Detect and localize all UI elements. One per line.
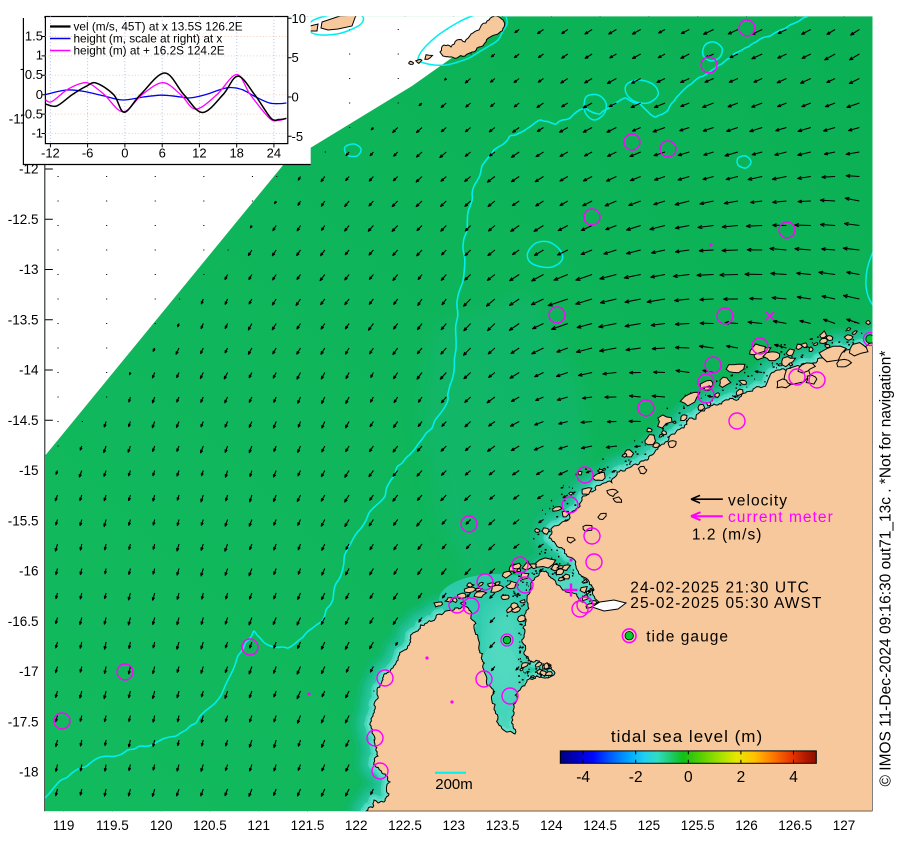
svg-text:-17: -17 xyxy=(19,664,39,679)
svg-text:-4: -4 xyxy=(576,769,590,786)
svg-text:-17.5: -17.5 xyxy=(8,715,39,730)
svg-text:4: 4 xyxy=(789,769,798,786)
svg-text:1.5: 1.5 xyxy=(25,29,43,44)
svg-text:-1: -1 xyxy=(31,126,43,141)
svg-text:24-02-2025 21:30 UTC: 24-02-2025 21:30 UTC xyxy=(630,579,810,596)
svg-text:12: 12 xyxy=(192,146,206,161)
svg-text:1: 1 xyxy=(36,48,43,63)
svg-text:-16: -16 xyxy=(19,564,39,579)
svg-text:-16.5: -16.5 xyxy=(8,614,39,629)
svg-text:0: 0 xyxy=(121,146,128,161)
svg-text:121.5: 121.5 xyxy=(291,818,325,833)
svg-text:122: 122 xyxy=(345,818,368,833)
svg-text:height (m) at + 16.2S 124.2E: height (m) at + 16.2S 124.2E xyxy=(74,44,225,58)
svg-text:6: 6 xyxy=(159,146,166,161)
svg-text:120: 120 xyxy=(150,818,173,833)
svg-text:0: 0 xyxy=(292,90,299,105)
svg-text:-2: -2 xyxy=(629,769,643,786)
svg-text:current meter: current meter xyxy=(728,509,834,526)
svg-text:125.5: 125.5 xyxy=(681,818,715,833)
svg-text:123.5: 123.5 xyxy=(486,818,520,833)
svg-text:124.5: 124.5 xyxy=(583,818,617,833)
svg-text:-13: -13 xyxy=(19,262,39,277)
svg-text:tidal sea level (m): tidal sea level (m) xyxy=(611,727,763,746)
svg-text:5: 5 xyxy=(292,50,299,65)
svg-text:-14: -14 xyxy=(19,363,39,378)
svg-text:1.2 (m/s): 1.2 (m/s) xyxy=(692,527,763,544)
svg-text:123: 123 xyxy=(443,818,466,833)
svg-text:© IMOS 11-Dec-2024 09:16:30 ou: © IMOS 11-Dec-2024 09:16:30 out71_13c . … xyxy=(878,351,895,787)
svg-text:127: 127 xyxy=(833,818,856,833)
svg-text:18: 18 xyxy=(229,146,243,161)
svg-text:119: 119 xyxy=(53,818,75,833)
svg-text:124: 124 xyxy=(540,818,563,833)
svg-text:0.5: 0.5 xyxy=(25,67,43,82)
svg-text:velocity: velocity xyxy=(728,493,788,510)
svg-text:119.5: 119.5 xyxy=(96,818,129,833)
svg-text:-5: -5 xyxy=(292,129,304,144)
svg-text:125: 125 xyxy=(638,818,661,833)
svg-text:120.5: 120.5 xyxy=(193,818,227,833)
svg-text:-12: -12 xyxy=(41,146,60,161)
svg-text:126.5: 126.5 xyxy=(778,818,812,833)
svg-text:vel (m/s, 45T) at x 13.5S 126.: vel (m/s, 45T) at x 13.5S 126.2E xyxy=(74,20,243,34)
svg-text:122.5: 122.5 xyxy=(388,818,422,833)
svg-text:-12.5: -12.5 xyxy=(8,212,39,227)
svg-text:-18: -18 xyxy=(19,765,39,780)
svg-text:-15.5: -15.5 xyxy=(8,514,39,529)
svg-text:0: 0 xyxy=(684,769,693,786)
svg-text:10: 10 xyxy=(292,11,306,26)
svg-text:2: 2 xyxy=(737,769,746,786)
svg-text:-6: -6 xyxy=(82,146,94,161)
svg-text:-15: -15 xyxy=(19,463,39,478)
svg-text:200m: 200m xyxy=(435,776,473,793)
svg-text:-0.5: -0.5 xyxy=(21,106,43,121)
svg-text:24: 24 xyxy=(267,146,281,161)
svg-text:height (m, scale at right) at: height (m, scale at right) at x xyxy=(74,32,223,46)
svg-text:-14.5: -14.5 xyxy=(8,413,39,428)
svg-text:tide gauge: tide gauge xyxy=(646,629,729,646)
svg-text:25-02-2025 05:30 AWST: 25-02-2025 05:30 AWST xyxy=(630,595,822,612)
svg-text:-12: -12 xyxy=(19,162,39,177)
svg-text:126: 126 xyxy=(735,818,758,833)
svg-text:121: 121 xyxy=(247,818,270,833)
svg-text:0: 0 xyxy=(36,87,43,102)
svg-text:-13.5: -13.5 xyxy=(8,312,39,327)
